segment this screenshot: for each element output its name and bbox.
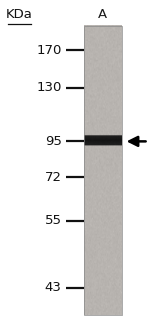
Text: KDa: KDa <box>6 8 33 21</box>
Text: 43: 43 <box>45 281 61 294</box>
Text: 170: 170 <box>36 44 62 57</box>
Text: 95: 95 <box>45 135 61 148</box>
Text: 130: 130 <box>36 81 62 94</box>
Text: 55: 55 <box>45 214 62 227</box>
Text: A: A <box>98 8 107 21</box>
Bar <box>84 26 122 315</box>
Text: 72: 72 <box>45 171 62 184</box>
